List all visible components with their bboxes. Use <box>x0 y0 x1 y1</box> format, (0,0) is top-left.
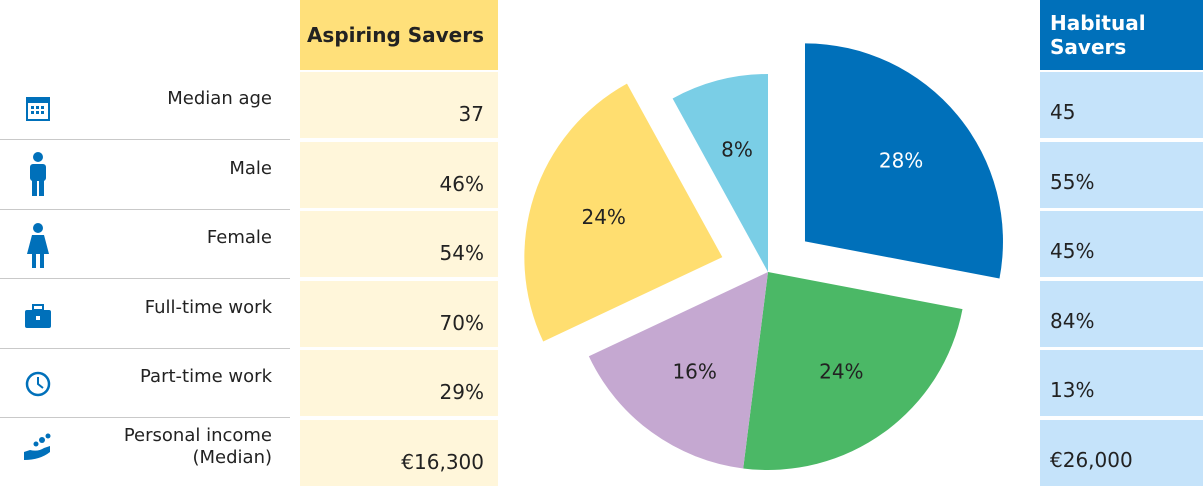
row-label: Part-time work <box>140 366 272 387</box>
aspiring-value: 29% <box>300 350 498 416</box>
row-label: Median age <box>167 88 272 109</box>
row-label: Personal income (Median) <box>123 424 272 468</box>
female-icon <box>27 223 49 268</box>
habitual-value: 13% <box>1040 350 1203 416</box>
income-icon <box>24 433 51 460</box>
header-habitual: Habitual Savers <box>1040 0 1203 70</box>
habitual-value: 84% <box>1040 280 1203 347</box>
habitual-value: 45% <box>1040 211 1203 277</box>
row-separator <box>0 417 290 418</box>
aspiring-value: 54% <box>300 211 498 277</box>
row-separator <box>0 347 290 349</box>
aspiring-value: 70% <box>300 280 498 347</box>
male-icon <box>30 152 46 196</box>
pie-slice <box>804 43 1003 279</box>
pie-slice <box>588 272 768 469</box>
row-separator <box>0 208 290 210</box>
calendar-icon <box>26 97 50 121</box>
row-label: Male <box>229 157 272 179</box>
slice-label: 28% <box>879 148 923 172</box>
clock-icon <box>25 371 51 397</box>
aspiring-value: €16,300 <box>300 419 498 486</box>
pie-slice <box>672 74 768 272</box>
habitual-value: 45 <box>1040 72 1203 138</box>
pie-slice <box>743 272 963 470</box>
row-separator <box>0 139 290 140</box>
pie-slice <box>524 83 723 342</box>
row-separator <box>0 278 290 279</box>
briefcase-icon <box>25 304 51 328</box>
slice-label: 16% <box>672 359 716 383</box>
row-label: Female <box>206 227 272 248</box>
habitual-value: 55% <box>1040 141 1203 208</box>
slice-label: 24% <box>581 205 625 229</box>
slice-label: 24% <box>819 359 863 383</box>
aspiring-value: 46% <box>300 141 498 208</box>
slice-label: 8% <box>721 138 753 162</box>
icons <box>24 97 51 460</box>
row-label: Full-time work <box>144 296 272 318</box>
header-aspiring: Aspiring Savers <box>300 0 498 70</box>
aspiring-value: 37 <box>300 72 498 138</box>
habitual-value: €26,000 <box>1040 419 1203 486</box>
